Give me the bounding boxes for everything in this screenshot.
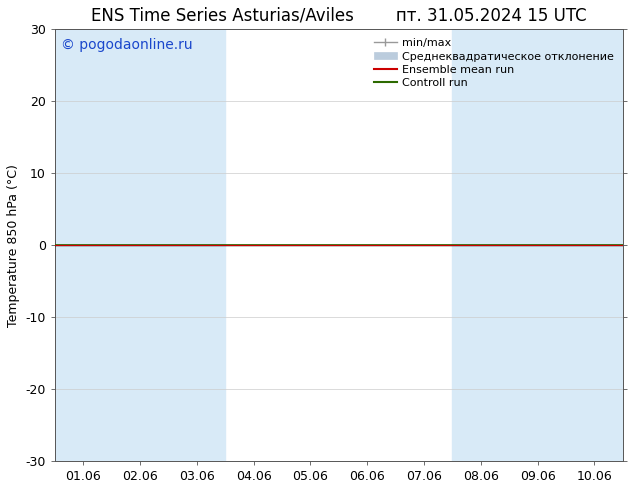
Text: © pogodaonline.ru: © pogodaonline.ru: [61, 38, 192, 52]
Bar: [169, 29, 225, 461]
Title: ENS Time Series Asturias/Aviles        пт. 31.05.2024 15 UTC: ENS Time Series Asturias/Aviles пт. 31.0…: [91, 7, 586, 25]
Legend: min/max, Среднеквадратическое отклонение, Ensemble mean run, Controll run: min/max, Среднеквадратическое отклонение…: [371, 35, 618, 92]
Y-axis label: Temperature 850 hPa (°C): Temperature 850 hPa (°C): [7, 164, 20, 327]
Bar: [453, 29, 509, 461]
Bar: [55, 29, 112, 461]
Bar: [566, 29, 623, 461]
Bar: [509, 29, 566, 461]
Bar: [112, 29, 169, 461]
